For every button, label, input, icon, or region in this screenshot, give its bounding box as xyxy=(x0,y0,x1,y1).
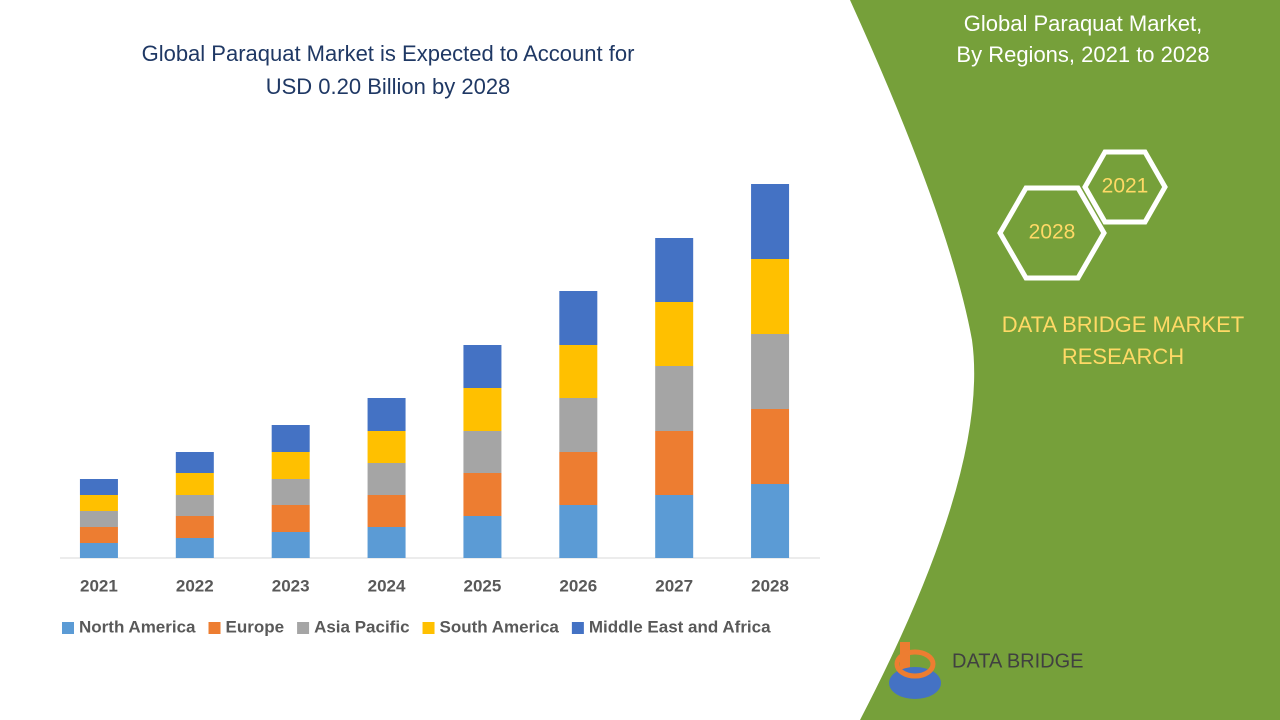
panel-title: Global Paraquat Market, xyxy=(964,11,1202,36)
bar-segment xyxy=(655,495,694,558)
legend-label: North America xyxy=(79,617,196,636)
bar-segment xyxy=(655,366,694,431)
bar-segment xyxy=(751,334,790,409)
legend-swatch xyxy=(62,622,74,634)
legend-label: South America xyxy=(440,617,560,636)
legend-label: Europe xyxy=(226,617,285,636)
bar-segment xyxy=(367,495,406,527)
bar-segment xyxy=(367,463,406,495)
bar-segment xyxy=(367,527,406,558)
legend-swatch xyxy=(297,622,310,634)
bar-segment xyxy=(271,425,310,452)
x-tick-label: 2026 xyxy=(559,576,597,595)
legend-label: Middle East and Africa xyxy=(589,617,771,636)
bar-segment xyxy=(559,452,598,505)
bar-segment xyxy=(559,345,598,398)
bar-segment xyxy=(751,259,790,334)
bar-segment xyxy=(463,516,502,558)
bar-segment xyxy=(463,388,502,431)
bar-segment xyxy=(79,495,118,511)
hexagon xyxy=(1082,149,1168,225)
bar-segment xyxy=(175,516,214,538)
bar-segment xyxy=(655,302,694,366)
bar-segment xyxy=(79,479,118,495)
bar-segment xyxy=(751,184,790,259)
brand-text: DATA BRIDGE MARKET xyxy=(1002,312,1244,337)
bar-segment xyxy=(367,398,406,431)
legend-swatch xyxy=(422,622,435,634)
bar-segment xyxy=(79,527,118,543)
bar-segment xyxy=(271,452,310,479)
legend-label: Asia Pacific xyxy=(314,617,409,636)
bar-segment xyxy=(559,291,598,345)
bar-segment xyxy=(463,431,502,473)
bar-segment xyxy=(175,452,214,473)
logo-bar xyxy=(900,642,910,682)
bar-segment xyxy=(79,543,118,558)
x-tick-label: 2021 xyxy=(80,576,118,595)
x-tick-label: 2024 xyxy=(368,576,406,595)
x-tick-label: 2027 xyxy=(655,576,693,595)
legend-swatch xyxy=(571,622,584,634)
bar-segment xyxy=(271,479,310,505)
bar-segment xyxy=(655,431,694,495)
hex-label: 2021 xyxy=(1102,175,1149,198)
bar-segment xyxy=(751,484,790,558)
x-tick-label: 2028 xyxy=(751,576,789,595)
x-tick-label: 2023 xyxy=(272,576,310,595)
logo-text: DATA BRIDGE xyxy=(952,650,1084,672)
green-panel xyxy=(850,0,1280,720)
logo-shape xyxy=(894,649,936,679)
legend-swatch xyxy=(208,622,221,634)
panel-title: By Regions, 2021 to 2028 xyxy=(956,42,1209,67)
chart-title: Global Paraquat Market is Expected to Ac… xyxy=(142,41,635,66)
bar-segment xyxy=(271,532,310,558)
bar-segment xyxy=(463,473,502,516)
bar-segment xyxy=(751,409,790,484)
x-tick-label: 2022 xyxy=(176,576,214,595)
x-tick-label: 2025 xyxy=(464,576,502,595)
bar-segment xyxy=(175,495,214,516)
bar-segment xyxy=(175,538,214,558)
hex-label: 2028 xyxy=(1029,221,1076,244)
bar-segment xyxy=(559,398,598,452)
bar-segment xyxy=(175,473,214,495)
bar-segment xyxy=(271,505,310,532)
logo: DATA BRIDGE xyxy=(889,642,1084,699)
bar-segment xyxy=(79,511,118,527)
bar-segment xyxy=(463,345,502,388)
brand-text: RESEARCH xyxy=(1062,344,1184,369)
logo-shape xyxy=(889,667,941,699)
bar-segment xyxy=(655,238,694,302)
hexagon xyxy=(997,185,1107,281)
chart-title: USD 0.20 Billion by 2028 xyxy=(266,74,511,99)
bar-segment xyxy=(367,431,406,463)
bar-segment xyxy=(559,505,598,558)
